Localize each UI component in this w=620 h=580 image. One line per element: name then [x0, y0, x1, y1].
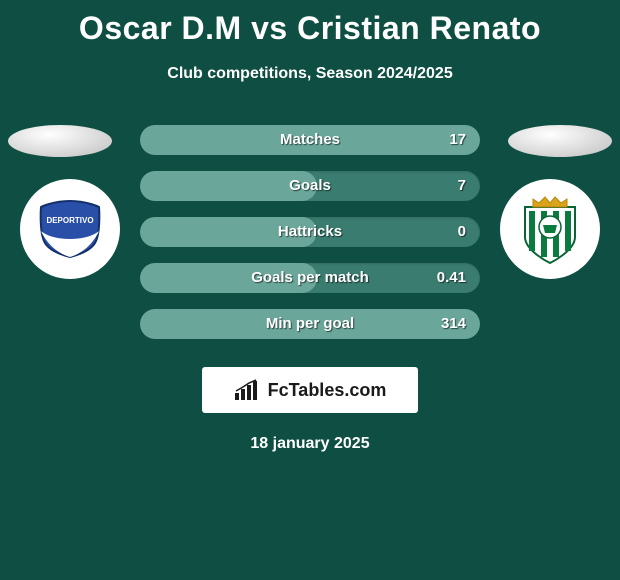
club-crest-left: DEPORTIVO [20, 179, 120, 279]
stat-value: 17 [449, 125, 466, 155]
stat-rows: Matches 17 Goals 7 Hattricks 0 Goals per… [140, 125, 480, 339]
stat-row-goals: Goals 7 [140, 171, 480, 201]
stat-row-matches: Matches 17 [140, 125, 480, 155]
stat-value: 0 [458, 217, 466, 247]
stat-value: 7 [458, 171, 466, 201]
betis-crest-icon [519, 193, 581, 265]
comparison-area: DEPORTIVO Matches 17 Goals 7 Hattricks [0, 125, 620, 453]
svg-text:DEPORTIVO: DEPORTIVO [46, 216, 93, 225]
brand-box[interactable]: FcTables.com [202, 367, 418, 413]
subtitle: Club competitions, Season 2024/2025 [0, 65, 620, 83]
stat-value: 314 [441, 309, 466, 339]
stat-label: Goals [140, 171, 480, 201]
player-photo-right [508, 125, 612, 157]
page-title: Oscar D.M vs Cristian Renato [0, 0, 620, 47]
stat-value: 0.41 [437, 263, 466, 293]
player-photo-right-placeholder [508, 125, 612, 157]
player-photo-left-placeholder [8, 125, 112, 157]
stat-row-goals-per-match: Goals per match 0.41 [140, 263, 480, 293]
footer-date: 18 january 2025 [0, 435, 620, 453]
stat-label: Hattricks [140, 217, 480, 247]
stat-label: Min per goal [140, 309, 480, 339]
stat-label: Matches [140, 125, 480, 155]
brand-text: FcTables.com [268, 380, 387, 401]
bar-chart-icon [234, 379, 262, 401]
alaves-crest-icon: DEPORTIVO [35, 199, 105, 259]
stat-row-min-per-goal: Min per goal 314 [140, 309, 480, 339]
stat-label: Goals per match [140, 263, 480, 293]
player-photo-left [8, 125, 112, 157]
club-crest-right [500, 179, 600, 279]
stat-row-hattricks: Hattricks 0 [140, 217, 480, 247]
